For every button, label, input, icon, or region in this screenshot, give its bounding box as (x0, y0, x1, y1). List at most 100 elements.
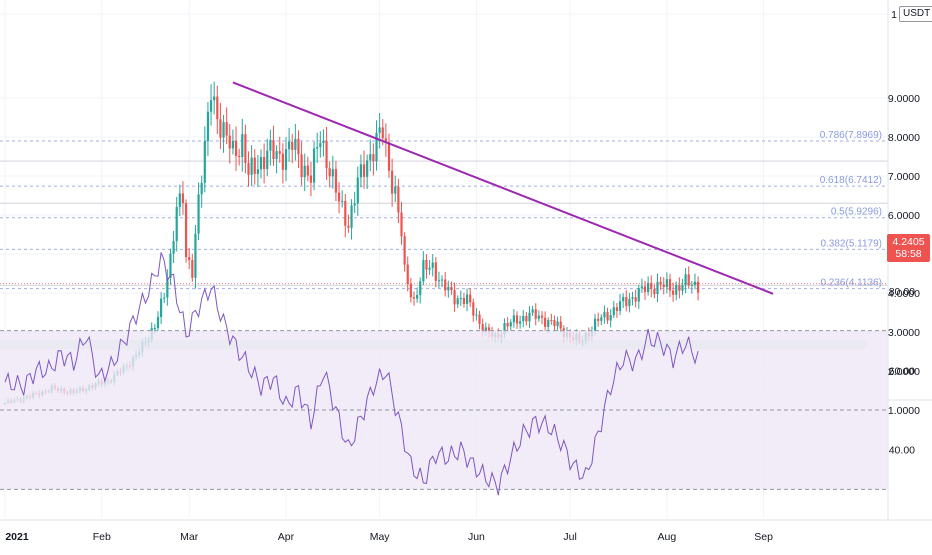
candle-body (281, 153, 284, 170)
candle-body (547, 319, 550, 327)
candle-body (194, 233, 197, 278)
candle-body (406, 264, 409, 285)
rsi-tick-label: 80.00 (889, 286, 915, 298)
candle-body (234, 140, 238, 156)
candle-body (369, 154, 372, 161)
candle-body (163, 297, 166, 299)
candle-body (450, 286, 453, 291)
fib-level-label: 0.786(7.8969) (820, 130, 882, 141)
candle-body (512, 315, 515, 323)
y-tick-label: 1 (891, 9, 897, 21)
candle-body (559, 321, 562, 329)
candle-body (387, 141, 391, 171)
currency-selector[interactable]: USDT (899, 6, 932, 22)
x-tick-label: Jul (563, 531, 576, 543)
candle-body (253, 157, 256, 174)
candle-body (531, 309, 534, 313)
candle-body (356, 177, 359, 204)
candle-body (247, 163, 250, 175)
candle-body (428, 267, 431, 270)
trendline (232, 81, 774, 295)
candle-body (447, 286, 450, 291)
candle-body (381, 127, 384, 139)
candle-body (628, 298, 631, 307)
candle-body (269, 140, 272, 151)
candle-body (375, 132, 378, 162)
candle-body (272, 140, 275, 160)
candle-body (528, 312, 531, 322)
candle-body (347, 225, 350, 228)
candle-body (288, 141, 291, 150)
candle-body (197, 194, 200, 234)
candle-body (309, 175, 313, 183)
candle-body (378, 127, 381, 133)
y-tick-label: 2.0000 (888, 366, 920, 378)
candle-body (556, 321, 559, 327)
candle-body (153, 328, 156, 330)
candle-body (437, 280, 441, 282)
x-tick-label: Mar (180, 531, 199, 543)
candle-body (640, 286, 643, 289)
candle-body (222, 122, 225, 138)
candle-body (200, 182, 203, 195)
candle-body (606, 312, 609, 321)
candle-body (175, 206, 178, 242)
candle-body (322, 140, 325, 144)
candle-body (687, 274, 690, 286)
candle-body (372, 154, 375, 162)
candle-body (506, 323, 509, 327)
candle-body (250, 157, 253, 175)
candle-body (612, 307, 615, 316)
candle-body (334, 169, 338, 193)
candle-body (481, 324, 484, 332)
candle-body (300, 154, 303, 178)
candle-body (540, 315, 544, 318)
candle-body (509, 322, 512, 327)
y-tick-label: 7.0000 (888, 171, 920, 183)
candle-body (631, 297, 634, 299)
candle-body (515, 315, 519, 324)
candle-body (634, 297, 637, 302)
candle-body (672, 290, 675, 295)
candle-body (191, 260, 194, 278)
y-tick-label: 9.0000 (888, 93, 920, 105)
candle-body (319, 143, 322, 148)
candle-body (341, 200, 344, 202)
candle-body (297, 138, 300, 155)
candle-body (266, 150, 269, 170)
candle-body (312, 148, 316, 183)
x-tick-label: Jun (468, 531, 485, 543)
candle-body (231, 140, 235, 149)
candle-body (178, 193, 181, 207)
candle-body (263, 157, 266, 170)
candle-body (472, 302, 475, 316)
candle-body (603, 312, 606, 318)
x-tick-label: Sep (754, 531, 773, 543)
candle-body (462, 297, 466, 304)
candle-body (241, 134, 244, 158)
candle-body (172, 241, 175, 254)
candle-body (303, 165, 306, 178)
candle-body (325, 140, 328, 169)
candle-body (219, 119, 222, 138)
candle-body (331, 169, 334, 177)
candle-body (522, 315, 525, 322)
candle-body (678, 285, 681, 291)
candle-body (391, 170, 394, 194)
candle-body (600, 317, 603, 321)
candle-body (487, 327, 491, 333)
candle-body (537, 315, 540, 319)
candle-body (668, 279, 672, 291)
y-tick-label: 3.0000 (888, 327, 920, 339)
candle-body (553, 320, 556, 327)
candle-body (431, 262, 434, 268)
candle-body (275, 151, 278, 160)
candle-body (425, 260, 428, 270)
last-price-badge: 4.2405 58:58 (887, 234, 930, 262)
y-tick-label: 1.0000 (888, 405, 920, 417)
candle-body (519, 321, 522, 324)
candle-body (403, 236, 406, 265)
candle-body (444, 279, 447, 291)
